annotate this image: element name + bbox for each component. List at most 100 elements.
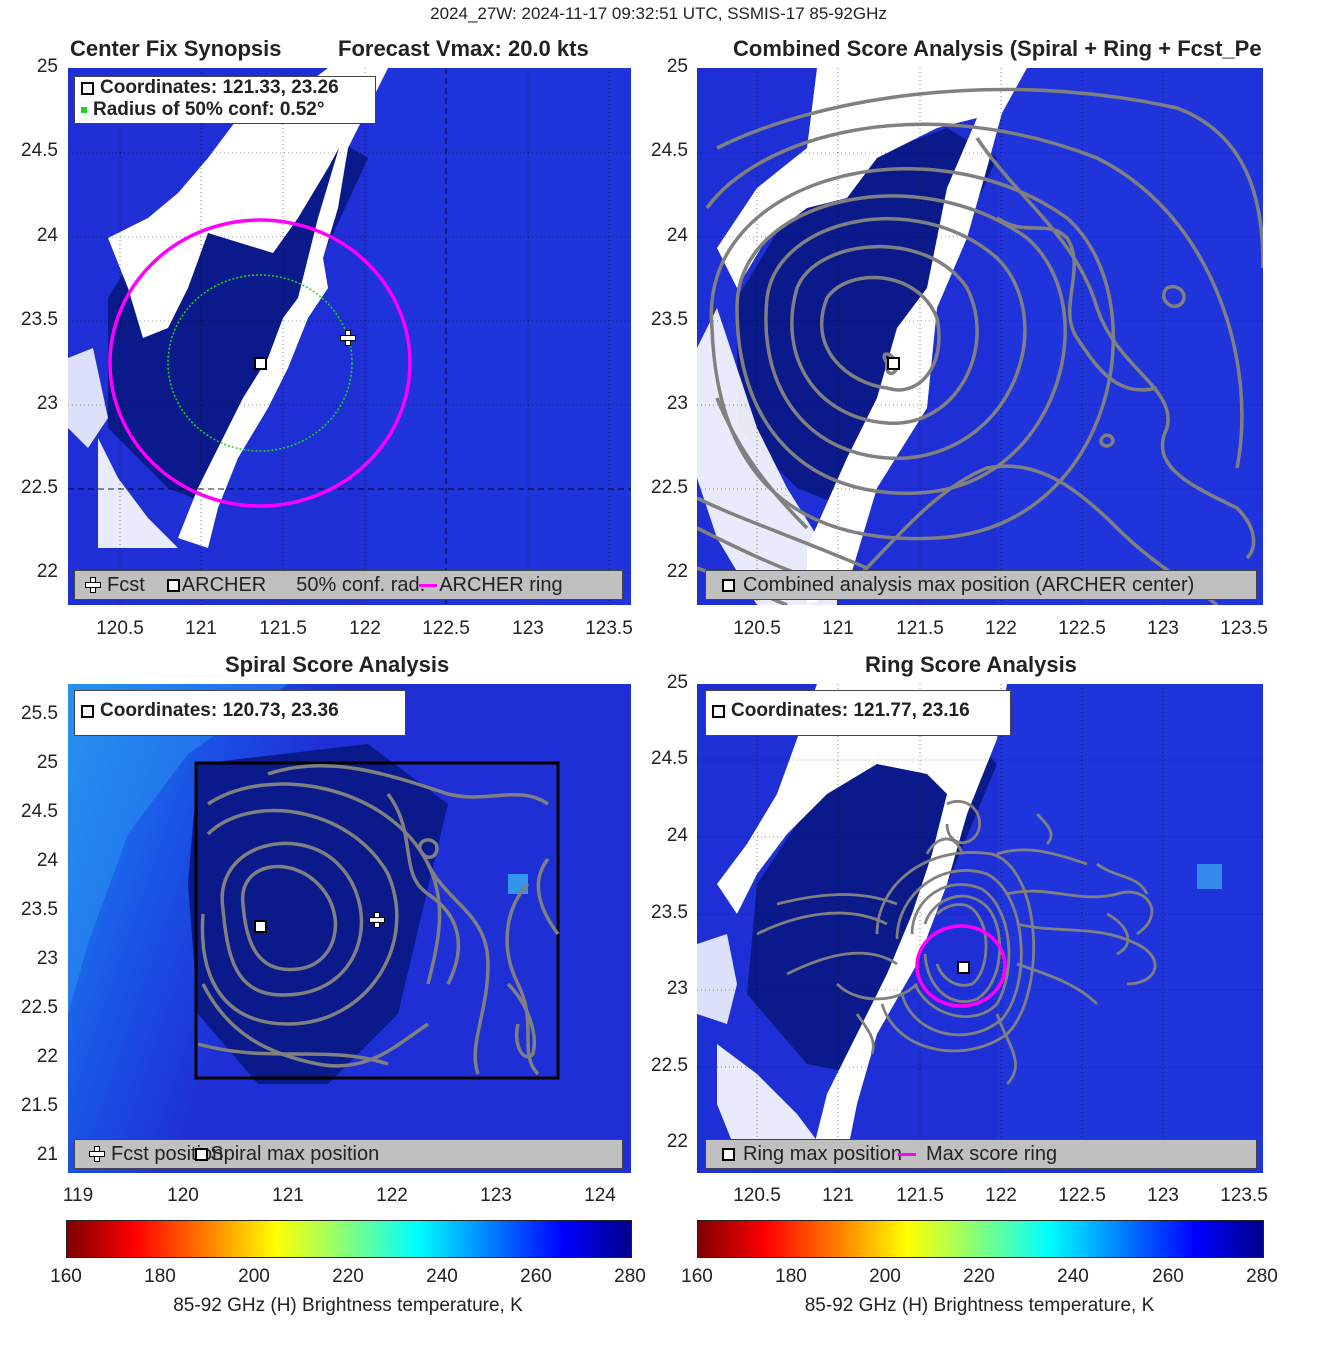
xtick: 124	[584, 1185, 616, 1206]
legend-coordinates: Coordinates: 121.77, 23.16	[712, 691, 1004, 731]
ring-contours	[756, 800, 1157, 1085]
ytick: 24	[666, 225, 688, 246]
xtick: 123.5	[585, 618, 633, 639]
figure-suptitle: 2024_27W: 2024-11-17 09:32:51 UTC, SSMIS…	[430, 4, 887, 23]
ytick: 25	[666, 672, 688, 693]
xtick: 123	[512, 618, 544, 639]
cbar-tick: 160	[681, 1266, 713, 1287]
ytick: 24.5	[21, 801, 58, 822]
ytick: 22	[666, 1131, 688, 1152]
colorbar-right	[697, 1220, 1264, 1258]
xtick: 120	[167, 1185, 199, 1206]
max-score-ring	[915, 924, 1007, 1008]
combined-bottom-legend: Combined analysis max position (ARCHER c…	[705, 570, 1257, 600]
xtick: 122	[985, 618, 1017, 639]
conf-circle	[167, 274, 353, 452]
combined-contours	[697, 87, 1263, 605]
archer-center-marker	[254, 357, 267, 370]
cbar-tick: 240	[426, 1266, 458, 1287]
legend-spiral-max: Spiral max position	[210, 1142, 380, 1165]
coordinates-text: Coordinates: 120.73, 23.36	[100, 700, 339, 721]
magenta-line-icon	[419, 583, 438, 587]
legend-coordinates: Coordinates: 120.73, 23.36	[81, 691, 399, 731]
square-icon	[166, 578, 180, 592]
ytick: 25	[666, 56, 688, 77]
ytick: 22	[36, 1046, 58, 1067]
cbar-tick: 200	[869, 1266, 901, 1287]
spiral-legend: Coordinates: 120.73, 23.36	[74, 690, 406, 736]
square-icon	[722, 578, 735, 592]
ytick: 22.5	[651, 1055, 688, 1076]
cbar-tick: 280	[1246, 1266, 1278, 1287]
xtick: 122	[376, 1185, 408, 1206]
plus-icon	[89, 1146, 105, 1162]
cbar-tick: 220	[963, 1266, 995, 1287]
ytick: 24	[36, 850, 58, 871]
ytick: 25.5	[21, 703, 58, 724]
xtick: 121.5	[896, 1185, 944, 1206]
ytick: 22.5	[651, 477, 688, 498]
cbar-tick: 180	[775, 1266, 807, 1287]
ytick: 23.5	[651, 309, 688, 330]
xtick: 123.5	[1220, 1185, 1268, 1206]
forecast-marker	[340, 330, 356, 346]
spiral-svg	[68, 684, 631, 1173]
square-icon	[722, 1147, 735, 1161]
spiral-max-marker	[254, 920, 267, 933]
green-dot-icon	[81, 107, 87, 113]
legend-radius: Radius of 50% conf: 0.52°	[81, 99, 369, 121]
legend-combined: Combined analysis max position (ARCHER c…	[743, 573, 1195, 596]
ytick: 23	[666, 978, 688, 999]
ytick: 24	[666, 825, 688, 846]
combined-title: Combined Score Analysis (Spiral + Ring +…	[733, 36, 1262, 61]
xtick: 121	[185, 618, 217, 639]
ytick: 22	[666, 561, 688, 582]
magenta-line-icon	[897, 1152, 916, 1156]
archer-ring	[108, 218, 412, 508]
synopsis-title: Center Fix Synopsis	[70, 36, 282, 61]
ytick: 24.5	[651, 140, 688, 161]
xtick: 122	[349, 618, 381, 639]
ytick: 24	[36, 225, 58, 246]
colorbar-right-label: 85-92 GHz (H) Brightness temperature, K	[804, 1295, 1155, 1316]
square-icon	[195, 1147, 209, 1161]
legend-fcst: Fcst	[107, 573, 145, 596]
ytick: 25	[36, 56, 58, 77]
legend-ring-max: Ring max position	[743, 1142, 902, 1165]
synopsis-bottom-legend: Fcst ARCHER 50% conf. rad. ARCHER ring	[74, 570, 623, 600]
cbar-tick: 160	[50, 1266, 82, 1287]
xtick: 122.5	[1058, 1185, 1106, 1206]
combined-svg	[697, 68, 1263, 605]
xtick: 122.5	[422, 618, 470, 639]
xtick: 122.5	[1058, 618, 1106, 639]
cbar-tick: 220	[332, 1266, 364, 1287]
xtick: 121.5	[896, 618, 944, 639]
legend-coordinates: Coordinates: 121.33, 23.26	[81, 77, 369, 99]
spiral-search-box	[194, 761, 560, 1080]
legend-ring: ARCHER ring	[439, 573, 563, 596]
synopsis-svg	[68, 68, 631, 605]
ytick: 23	[666, 393, 688, 414]
ytick: 25	[36, 752, 58, 773]
cbar-tick: 260	[520, 1266, 552, 1287]
spiral-contours	[197, 763, 560, 1076]
ytick: 21	[36, 1144, 58, 1165]
xtick: 121	[822, 1185, 854, 1206]
combined-max-marker	[887, 357, 900, 370]
xtick: 123.5	[1220, 618, 1268, 639]
ytick: 22.5	[21, 477, 58, 498]
ring-svg	[697, 684, 1263, 1173]
ytick: 23.5	[21, 309, 58, 330]
cbar-tick: 200	[238, 1266, 270, 1287]
ring-bottom-legend: Ring max position Max score ring	[705, 1139, 1257, 1169]
cbar-tick: 280	[614, 1266, 646, 1287]
ytick: 24.5	[651, 748, 688, 769]
cbar-tick: 260	[1152, 1266, 1184, 1287]
ring-max-marker	[957, 961, 970, 974]
synopsis-legend: Coordinates: 121.33, 23.26 Radius of 50%…	[74, 76, 376, 124]
spiral-bottom-legend: Fcst position Spiral max position	[74, 1139, 623, 1169]
xtick: 120.5	[733, 618, 781, 639]
ytick: 22	[36, 561, 58, 582]
synopsis-plot: Coordinates: 121.33, 23.26 Radius of 50%…	[68, 68, 631, 605]
ytick: 23.5	[651, 902, 688, 923]
